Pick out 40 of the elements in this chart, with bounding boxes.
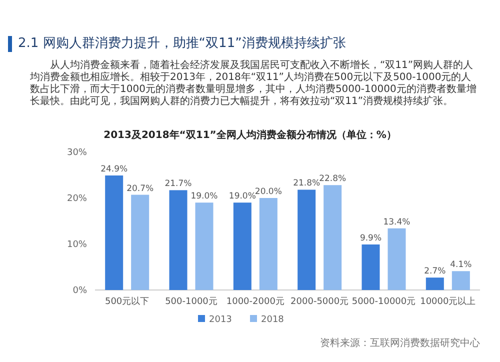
bar	[131, 194, 150, 290]
data-label: 4.1%	[450, 260, 472, 270]
chart-title: 2013及2018年“双11”全网人均消费金额分布情况（单位：%）	[102, 128, 398, 142]
bar	[195, 202, 214, 290]
data-label: 19.0%	[228, 192, 256, 202]
x-tick-label: 1000-2000元	[226, 296, 284, 307]
legend-label: 2013	[209, 315, 232, 325]
text: 资料来源：互联网消费数据研究中心	[320, 336, 480, 350]
data-label: 13.4%	[383, 217, 410, 228]
data-label: 22.8%	[319, 174, 346, 184]
y-tick-label: 10%	[66, 240, 88, 250]
x-tick-label: 500元以下	[104, 296, 150, 307]
data-label: 24.9%	[100, 164, 128, 174]
bar	[259, 198, 278, 290]
x-tick-label: 2000-5000元	[290, 296, 349, 307]
bar	[452, 271, 470, 290]
data-label: 21.7%	[164, 179, 192, 190]
data-label: 20.0%	[254, 187, 282, 197]
x-tick-label: 10000元以上	[420, 296, 476, 307]
data-label: 19.0%	[190, 192, 218, 202]
y-tick-label: 0%	[72, 286, 88, 296]
bar	[298, 190, 316, 290]
legend-label: 2018	[261, 315, 284, 325]
bar	[362, 244, 380, 290]
x-tick-label: 5000-10000元	[352, 296, 416, 307]
bar	[324, 185, 342, 290]
text: 从人均消费金额来看，随着社会经济发展及我国居民可支配收入不断增长，“双11”网购人群的人均消费金额也相应增长。相较于2013年，2018年“双11”人均消费在500元以下及500-1000元的人数占比下滑，而大于1000元的消费者数量明显增多，其中，人均消费5000-10000元的消费者数量增长最快。由此可见，我国网购人群的消费力已大幅提升，将有效拉动“双11”消费规模持续扩张。	[30, 60, 478, 108]
data-label: 20.7%	[126, 184, 154, 194]
data-label: 2.7%	[424, 266, 446, 277]
data-label: 21.8%	[293, 178, 320, 189]
y-tick-label: 30%	[66, 148, 88, 158]
bar	[388, 228, 406, 290]
x-tick-label: 500-1000元	[165, 296, 218, 307]
bar	[426, 278, 444, 290]
bar	[105, 175, 124, 290]
bar	[169, 190, 188, 290]
data-label: 9.9%	[360, 233, 382, 244]
bar	[233, 202, 252, 290]
y-tick-label: 20%	[66, 194, 88, 204]
text: 2.1 网购人群消费力提升，助推“双11”消费规模持续扩张	[8, 36, 346, 52]
